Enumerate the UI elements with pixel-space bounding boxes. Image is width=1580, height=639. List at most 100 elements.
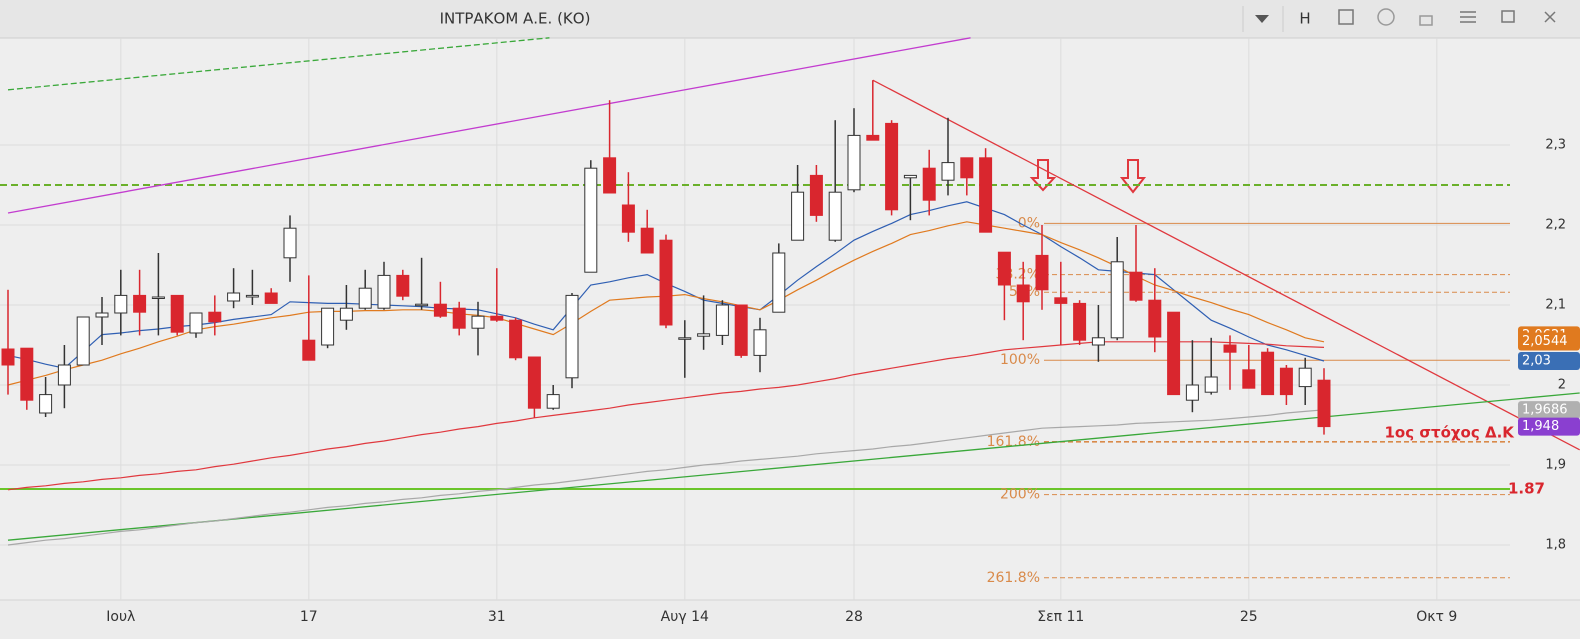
fib-label: 0% xyxy=(1018,215,1040,231)
candle-body xyxy=(452,307,466,329)
candle-body xyxy=(377,274,391,309)
candle-body xyxy=(1279,367,1293,396)
lock-button[interactable] xyxy=(1419,15,1433,26)
candle-body xyxy=(1298,367,1312,388)
dropdown-button[interactable] xyxy=(1255,15,1269,23)
price-tag xyxy=(1518,417,1580,436)
candle-body xyxy=(640,227,654,254)
annotation: 1ος στόχος Δ.Κ xyxy=(1384,424,1515,442)
candle-body xyxy=(866,134,880,141)
candle-body xyxy=(1035,254,1049,291)
candle-body xyxy=(57,364,71,386)
candle-body xyxy=(509,319,523,359)
candle-body xyxy=(791,191,805,241)
fib-label: 161.8% xyxy=(987,434,1040,450)
x-tick-label: Αυγ 14 xyxy=(661,609,709,625)
candle-body xyxy=(283,227,297,259)
candle-body xyxy=(227,292,241,302)
candle-body xyxy=(415,303,429,307)
close-button[interactable] xyxy=(1544,11,1556,23)
candle-body xyxy=(697,333,711,337)
y-tick-label: 1,9 xyxy=(1545,458,1566,473)
x-tick-label: Οκτ 9 xyxy=(1416,609,1457,625)
candle-body xyxy=(565,294,579,379)
candle-body xyxy=(847,134,861,191)
price-tag-label: 2,03 xyxy=(1522,354,1551,369)
title-bar xyxy=(0,0,1580,38)
y-tick-label: 2,1 xyxy=(1545,298,1566,313)
candle-body xyxy=(114,294,128,314)
window-title: ΙΝΤΡΑΚΟΜ Α.Ε. (ΚΟ) xyxy=(440,10,591,28)
candle-body xyxy=(208,311,222,323)
level-label: 1.87 xyxy=(1508,480,1545,498)
candle-body xyxy=(95,312,109,318)
candle-body xyxy=(151,296,165,299)
x-tick-label: 25 xyxy=(1240,609,1258,625)
candle-body xyxy=(1110,261,1124,339)
y-tick-label: 1,8 xyxy=(1545,538,1566,553)
panel-button[interactable] xyxy=(1338,9,1354,25)
price-tag xyxy=(1518,352,1580,370)
candle-body xyxy=(245,294,259,298)
candle-body xyxy=(321,307,335,346)
candle-body xyxy=(659,239,673,326)
menu-button[interactable] xyxy=(1460,11,1476,23)
price-tag xyxy=(1518,332,1580,351)
candle-body xyxy=(1073,302,1087,341)
candle-body xyxy=(772,252,786,313)
price-tag-label: 2,0544 xyxy=(1522,334,1568,349)
candle-body xyxy=(133,294,147,313)
price-tag xyxy=(1518,401,1580,420)
x-tick-label: 17 xyxy=(300,609,318,625)
indicator-line xyxy=(7,409,1325,546)
price-tag-label: 1,948 xyxy=(1522,419,1559,434)
candle-body xyxy=(39,394,53,414)
comment-button[interactable] xyxy=(1377,8,1395,26)
candle-body xyxy=(828,191,842,241)
candle-body xyxy=(1317,379,1331,428)
candle-body xyxy=(527,356,541,409)
candle-body xyxy=(922,167,936,201)
candle-body xyxy=(358,287,372,309)
candle-body xyxy=(1204,376,1218,393)
candle-body xyxy=(1167,311,1181,396)
fib-label: 200% xyxy=(1000,487,1040,503)
candle-body xyxy=(1242,369,1256,389)
candle-body xyxy=(997,251,1011,286)
candle-body xyxy=(753,329,767,356)
candle-body xyxy=(1,348,15,366)
candle-body xyxy=(734,304,748,356)
y-tick-label: 2,3 xyxy=(1545,138,1566,153)
restore-button[interactable] xyxy=(1501,10,1515,23)
candle-body xyxy=(264,292,278,304)
x-tick-label: Σεπ 11 xyxy=(1037,609,1084,625)
trendline xyxy=(7,37,971,214)
candle-body xyxy=(339,307,353,321)
candle-body xyxy=(1091,337,1105,346)
price-tag-label: 1,9686 xyxy=(1522,403,1568,418)
candle-body xyxy=(1129,271,1143,301)
candle-body xyxy=(603,157,617,194)
h-button[interactable]: H xyxy=(1299,10,1310,28)
fib-label: 100% xyxy=(1000,352,1040,368)
candle-body xyxy=(715,304,729,336)
candle-body xyxy=(678,337,692,340)
candle-body xyxy=(1054,297,1068,304)
candle-body xyxy=(20,347,34,401)
candle-body xyxy=(1148,299,1162,338)
x-tick-label: 28 xyxy=(845,609,863,625)
candle-body xyxy=(809,174,823,216)
candle-body xyxy=(76,316,90,366)
candle-body xyxy=(490,315,504,321)
candle-body xyxy=(885,122,899,211)
candle-body xyxy=(1016,284,1030,303)
candle-body xyxy=(170,294,184,333)
x-tick-label: 31 xyxy=(488,609,506,625)
candle-body xyxy=(941,162,955,181)
y-tick-label: 2,2 xyxy=(1545,218,1566,233)
candle-body xyxy=(302,339,316,361)
x-tick-label: Ιουλ xyxy=(106,609,135,625)
candle-body xyxy=(960,157,974,179)
candle-body xyxy=(189,312,203,334)
